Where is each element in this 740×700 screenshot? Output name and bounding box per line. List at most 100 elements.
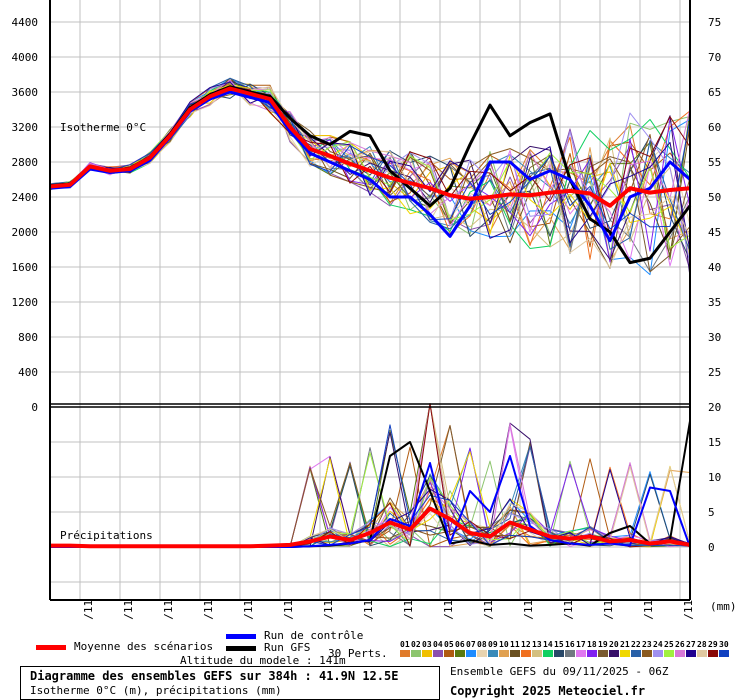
x-tick-label: 14/11 (242, 600, 255, 620)
y-tick-label: 800 (18, 331, 38, 344)
y-tick-label: 2400 (12, 191, 39, 204)
legend-control-swatch (226, 634, 256, 639)
right-tick-label: 40 (708, 261, 721, 274)
x-tick-label: 16/11 (322, 600, 335, 620)
perturbation-number: 06 (455, 640, 465, 649)
precip-tick-label: 10 (708, 471, 721, 484)
perturbation-swatch (499, 650, 509, 657)
right-tick-label: 65 (708, 86, 721, 99)
perturbation-swatch (532, 650, 542, 657)
perturbation-swatch (521, 650, 531, 657)
y-tick-label: 1200 (12, 296, 39, 309)
legend-gfs-label: Run GFS (264, 641, 311, 654)
perturbation-swatch (554, 650, 564, 657)
x-tick-label: 20/11 (482, 600, 495, 620)
perturbation-swatch (400, 650, 410, 657)
x-tick-label: 12/11 (162, 600, 175, 620)
perturbation-swatch (444, 650, 454, 657)
y-tick-label: 400 (18, 366, 38, 379)
right-tick-label: 60 (708, 121, 721, 134)
perturbation-swatch (642, 650, 652, 657)
perturbation-number: 18 (587, 640, 597, 649)
perturbation-swatch (411, 650, 421, 657)
perturbation-number: 17 (576, 640, 586, 649)
perturbation-swatch (466, 650, 476, 657)
perturbation-swatch (631, 650, 641, 657)
perturbation-swatch (620, 650, 630, 657)
perturbation-number: 05 (444, 640, 454, 649)
perturbation-swatch (587, 650, 597, 657)
right-tick-label: 70 (708, 51, 721, 64)
perturbation-swatch (719, 650, 729, 657)
right-tick-label: 25 (708, 366, 721, 379)
perturbation-number: 25 (664, 640, 674, 649)
isotherm-mean-line (49, 86, 691, 208)
precip-mean-line (50, 506, 691, 549)
y-tick-label: 4000 (12, 51, 39, 64)
x-tick-label: 13/11 (202, 600, 215, 620)
perturbation-number: 08 (477, 640, 487, 649)
perturbation-swatch (455, 650, 465, 657)
legend-mean-swatch (36, 645, 66, 650)
perturbation-swatch (510, 650, 520, 657)
right-tick-label: 45 (708, 226, 721, 239)
perturbation-number: 20 (609, 640, 619, 649)
precip-tick-label: 15 (708, 436, 721, 449)
perturbation-number: 12 (521, 640, 531, 649)
x-tick-label: 10/11 (82, 600, 95, 620)
perturbation-swatch (565, 650, 575, 657)
perturbation-number: 21 (620, 640, 630, 649)
perturbation-number: 14 (543, 640, 553, 649)
perturbation-swatch (686, 650, 696, 657)
precip-tick-label: 5 (708, 506, 715, 519)
perturbation-isotherm-line (49, 81, 691, 229)
perturbation-swatch (488, 650, 498, 657)
model-altitude: Altitude du modele : 141m (180, 654, 346, 667)
legend-perts-label: 30 Perts. (328, 647, 388, 660)
perturbation-number: 24 (653, 640, 663, 649)
perturbation-swatch (576, 650, 586, 657)
perturbation-swatch (543, 650, 553, 657)
right-tick-label: 55 (708, 156, 721, 169)
perturbation-number: 07 (466, 640, 476, 649)
y-tick-label: 0 (31, 401, 38, 414)
y-tick-label: 1600 (12, 261, 39, 274)
precip-panel-label: Précipitations (60, 529, 153, 542)
right-tick-label: 35 (708, 296, 721, 309)
copyright: Copyright 2025 Meteociel.fr (450, 684, 646, 698)
perturbation-number: 27 (686, 640, 696, 649)
right-tick-label: 75 (708, 16, 721, 29)
x-tick-label: 24/11 (642, 600, 655, 620)
perturbation-swatch (598, 650, 608, 657)
y-tick-label: 3600 (12, 86, 39, 99)
x-tick-label: 17/11 (362, 600, 375, 620)
perturbation-swatch (697, 650, 707, 657)
legend-mean-label: Moyenne des scénarios (74, 640, 214, 653)
left-margin (0, 0, 50, 620)
x-tick-label: 11/11 (122, 600, 135, 620)
perturbation-number: 29 (708, 640, 718, 649)
perturbation-number: 22 (631, 640, 641, 649)
perturbation-swatch (664, 650, 674, 657)
perturbation-number: 03 (422, 640, 432, 649)
y-tick-label: 4400 (12, 16, 39, 29)
chart-title: Diagramme des ensembles GEFS sur 384h : … (30, 669, 399, 683)
legend-control-label: Run de contrôle (264, 629, 364, 642)
right-tick-label: 20 (708, 401, 721, 414)
perturbation-number: 11 (510, 640, 520, 649)
perturbation-isotherm-line (49, 89, 691, 249)
chart-svg: 20 25 30 35 40 45 50 55 60 65 70 75 0 5 10 15 0 400 800 120… (0, 0, 737, 620)
x-tick-label: 25/11 (682, 600, 695, 620)
legend-gfs-swatch (226, 646, 256, 651)
x-tick-label: 22/11 (562, 600, 575, 620)
chart-subtitle: Isotherme 0°C (m), précipitations (mm) (30, 684, 282, 697)
x-tick-label: 21/11 (522, 600, 535, 620)
perturbation-swatch (433, 650, 443, 657)
precip-unit-label: (mm) (710, 600, 737, 613)
right-tick-label: 30 (708, 331, 721, 344)
title-box: Diagramme des ensembles GEFS sur 384h : … (20, 666, 440, 700)
y-tick-label: 3200 (12, 121, 39, 134)
perturbation-number: 30 (719, 640, 729, 649)
x-tick-label: 15/11 (282, 600, 295, 620)
